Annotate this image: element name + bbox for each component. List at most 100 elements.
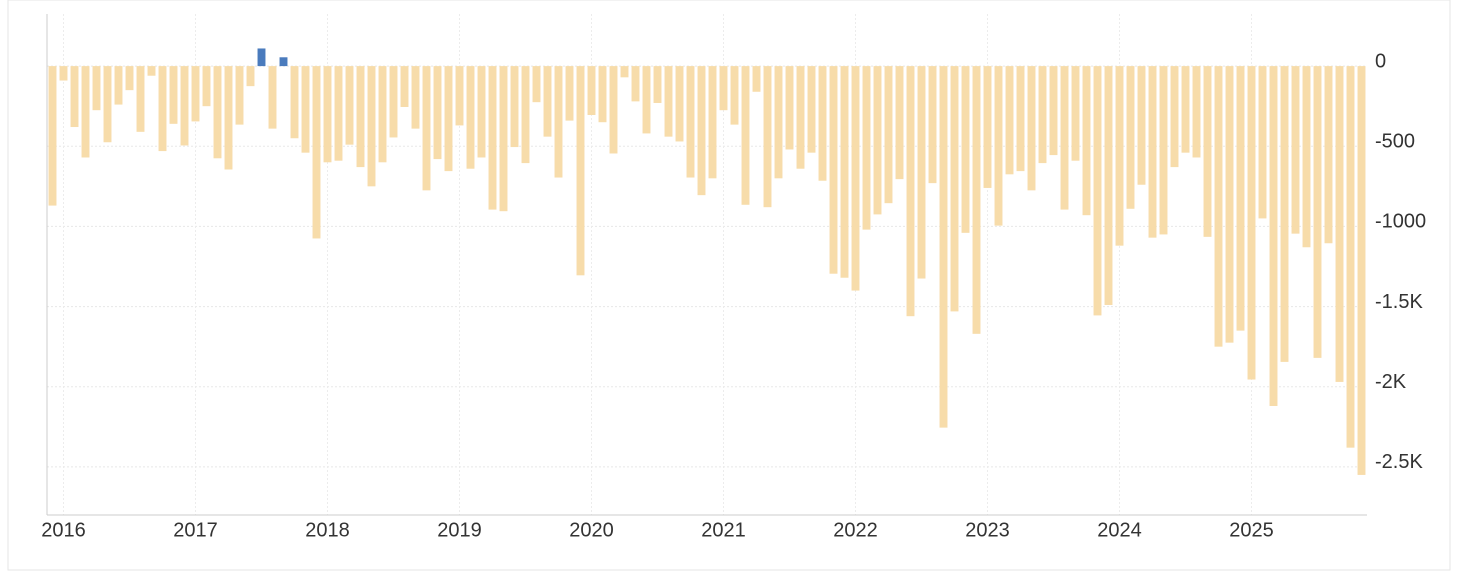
bar bbox=[543, 66, 552, 137]
bar bbox=[510, 66, 519, 148]
bar bbox=[235, 66, 244, 125]
bar bbox=[697, 66, 706, 196]
bar bbox=[158, 66, 167, 152]
bar bbox=[1027, 66, 1036, 191]
bar bbox=[664, 66, 673, 137]
y-tick-label: -2.5K bbox=[1375, 451, 1423, 473]
y-tick-label: -500 bbox=[1375, 131, 1415, 153]
bar bbox=[950, 66, 959, 312]
y-tick-label: -1.5K bbox=[1375, 291, 1423, 313]
bar bbox=[499, 66, 508, 212]
bar bbox=[114, 66, 123, 105]
bar bbox=[774, 66, 783, 179]
bar bbox=[752, 66, 761, 92]
bar bbox=[1071, 66, 1080, 161]
bar bbox=[1302, 66, 1311, 248]
bar bbox=[1214, 66, 1223, 347]
bar bbox=[367, 66, 376, 187]
bar bbox=[686, 66, 695, 178]
bar bbox=[939, 66, 948, 428]
bar bbox=[961, 66, 970, 233]
bar bbox=[785, 66, 794, 150]
bar bbox=[290, 66, 299, 139]
bar bbox=[1192, 66, 1201, 158]
x-tick-label: 2017 bbox=[173, 519, 218, 541]
bar bbox=[642, 66, 651, 134]
bar bbox=[1247, 66, 1256, 380]
bar bbox=[1280, 66, 1289, 362]
bar bbox=[983, 66, 992, 188]
bar bbox=[851, 66, 860, 291]
bar bbox=[972, 66, 981, 334]
bar bbox=[378, 66, 387, 163]
bar bbox=[356, 66, 365, 168]
x-tick-label: 2025 bbox=[1229, 519, 1274, 541]
bar bbox=[301, 66, 310, 153]
y-tick-label: 0 bbox=[1375, 50, 1386, 72]
bar bbox=[488, 66, 497, 210]
bar bbox=[1236, 66, 1245, 331]
bar bbox=[1016, 66, 1025, 172]
bar bbox=[1126, 66, 1135, 209]
bar bbox=[1038, 66, 1047, 164]
bar bbox=[257, 48, 266, 67]
bar bbox=[92, 66, 101, 111]
bar bbox=[1049, 66, 1058, 156]
bar bbox=[180, 66, 189, 146]
bar bbox=[730, 66, 739, 125]
bar bbox=[840, 66, 849, 278]
bar bbox=[1148, 66, 1157, 238]
y-tick-label: -1000 bbox=[1375, 211, 1426, 233]
bar bbox=[1346, 66, 1355, 448]
bar bbox=[136, 66, 145, 132]
bar bbox=[741, 66, 750, 205]
bar bbox=[1137, 66, 1146, 185]
bar bbox=[334, 66, 343, 161]
bar bbox=[411, 66, 420, 129]
bar bbox=[1060, 66, 1069, 210]
bar bbox=[312, 66, 321, 239]
bar bbox=[202, 66, 211, 107]
bar bbox=[125, 66, 134, 91]
bar bbox=[59, 66, 68, 81]
x-tick-label: 2022 bbox=[833, 519, 878, 541]
bar bbox=[323, 66, 332, 163]
bar bbox=[917, 66, 926, 279]
bar bbox=[147, 66, 156, 76]
bar bbox=[1093, 66, 1102, 316]
bar bbox=[1258, 66, 1267, 219]
bar bbox=[1082, 66, 1091, 216]
frame bbox=[7, 0, 1451, 571]
bar bbox=[895, 66, 904, 180]
x-tick-label: 2020 bbox=[569, 519, 614, 541]
bar bbox=[81, 66, 90, 158]
bar bbox=[653, 66, 662, 103]
bar bbox=[466, 66, 475, 169]
bar bbox=[928, 66, 937, 184]
bar bbox=[246, 66, 255, 87]
bar bbox=[1159, 66, 1168, 235]
bar bbox=[70, 66, 79, 128]
bar bbox=[1170, 66, 1179, 168]
bar bbox=[48, 66, 57, 206]
bar bbox=[796, 66, 805, 169]
bar bbox=[279, 57, 288, 67]
bar bbox=[455, 66, 464, 126]
bar bbox=[906, 66, 915, 317]
bar bbox=[807, 66, 816, 153]
bar bbox=[1115, 66, 1124, 246]
bar bbox=[1005, 66, 1014, 175]
bar bbox=[1324, 66, 1333, 244]
bar bbox=[433, 66, 442, 160]
bar bbox=[191, 66, 200, 122]
y-tick-label: -2K bbox=[1375, 371, 1407, 393]
bar bbox=[862, 66, 871, 230]
bar bbox=[818, 66, 827, 181]
bar bbox=[477, 66, 486, 158]
bar bbox=[213, 66, 222, 159]
bar bbox=[565, 66, 574, 121]
bar bbox=[400, 66, 409, 107]
bar bbox=[554, 66, 563, 178]
bar bbox=[532, 66, 541, 103]
